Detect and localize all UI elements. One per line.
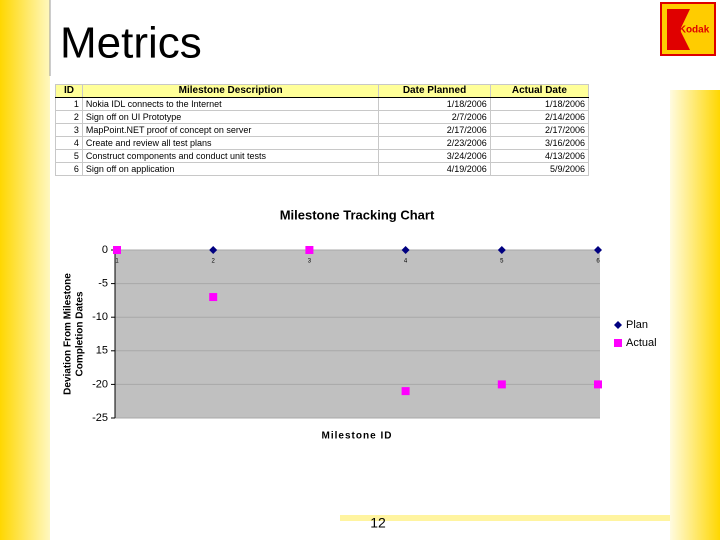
table-cell: 2 [55, 110, 83, 124]
table-cell: 1 [55, 97, 83, 111]
table-cell: 2/7/2006 [378, 110, 491, 124]
logo-text: Kodak [679, 25, 710, 36]
header-cell: Milestone Description [81, 84, 380, 98]
slide-title: Metrics [60, 19, 202, 68]
table-cell: 2/23/2006 [378, 136, 491, 150]
table-cell: Sign off on application [81, 162, 380, 176]
table-cell: 4/19/2006 [378, 162, 491, 176]
table-cell: 2/17/2006 [378, 123, 491, 137]
table-cell: 3 [55, 123, 83, 137]
table-row: 3 MapPoint.NET proof of concept on server… [55, 123, 590, 137]
table-cell: 6 [55, 162, 83, 176]
header-cell: ID [55, 84, 83, 98]
table-row: 4 Create and review all test plans 2/23/20… [55, 136, 590, 150]
table-row: 1 Nokia IDL connects to the Internet 1/18/… [55, 97, 590, 111]
table-cell: 4/13/2006 [489, 149, 590, 163]
table-row: 6 Sign off on application 4/19/2006 5/9/200… [55, 162, 590, 176]
table-cell: Create and review all test plans [81, 136, 380, 150]
page-number: 12 [370, 515, 386, 531]
table-cell: 2/14/2006 [489, 110, 590, 124]
table-cell: 5/9/2006 [489, 162, 590, 176]
table-cell: Construct components and conduct unit te… [81, 149, 380, 163]
table-cell: MapPoint.NET proof of concept on server [81, 123, 380, 137]
table-row: 5 Construct components and conduct unit t… [55, 149, 590, 163]
table-cell: 4 [55, 136, 83, 150]
header-row: ID Milestone Description Date Planned Actua… [55, 84, 590, 98]
table-cell: Sign off on UI Prototype [81, 110, 380, 124]
milestone-table: ID Milestone Description Date Planned Actua… [55, 84, 590, 176]
header-cell: Date Planned [378, 84, 491, 98]
table-cell: 2/17/2006 [489, 123, 590, 137]
header-cell: Actual Date [489, 84, 590, 98]
table-cell: Nokia IDL connects to the Internet [81, 97, 380, 111]
table-cell: 1/18/2006 [378, 97, 491, 111]
table-cell: 3/24/2006 [378, 149, 491, 163]
logo-k [667, 9, 690, 50]
table-cell: 3/16/2006 [489, 136, 590, 150]
table-cell: 1/18/2006 [489, 97, 590, 111]
table-row: 2 Sign off on UI Prototype 2/7/2006 2/14/20… [55, 110, 590, 124]
left-band [0, 0, 50, 540]
table-cell: 5 [55, 149, 83, 163]
footer-bar [340, 515, 670, 521]
right-band [670, 90, 720, 540]
